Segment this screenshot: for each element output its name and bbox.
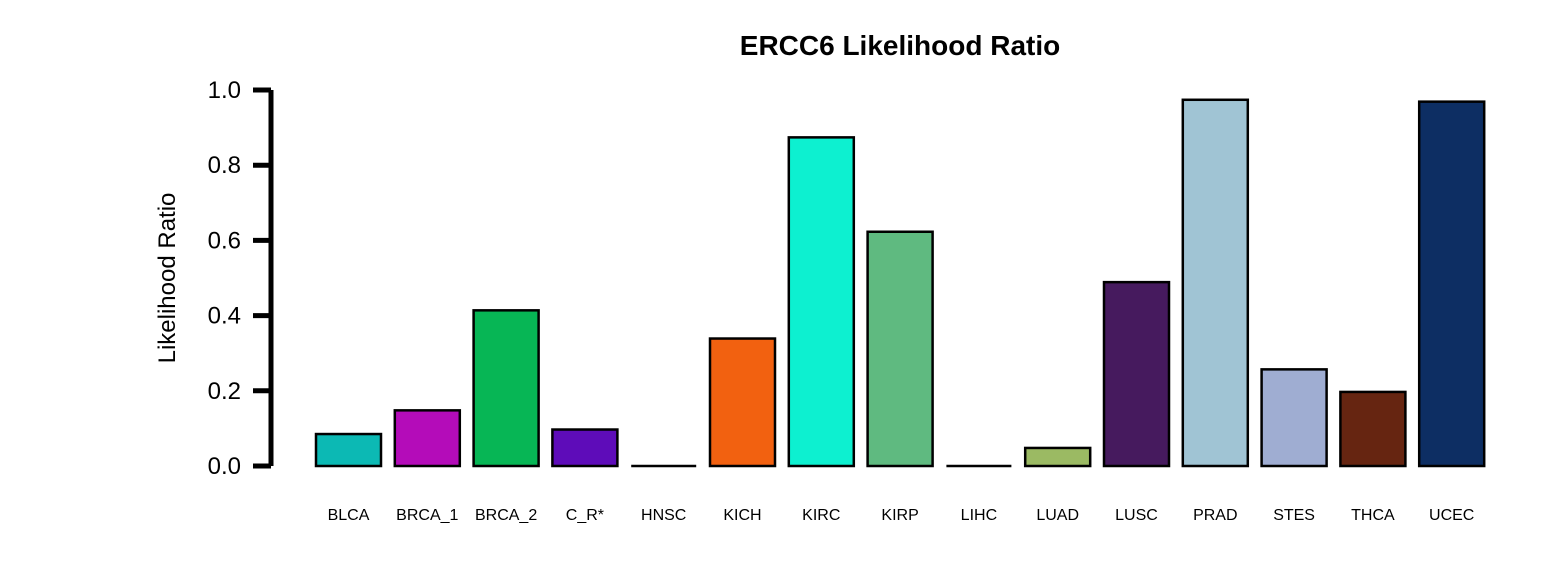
bar-kirp [866,230,934,468]
bar-ucec [1417,100,1486,468]
x-tick-label: UCEC [1429,507,1474,524]
x-tick-label: THCA [1351,507,1395,524]
x-tick-label: C_R* [566,507,604,524]
y-tick-label: 0.0 [208,453,241,480]
bars-group [314,98,1486,468]
x-tick-label: HNSC [641,507,686,524]
x-tick-labels: BLCA BRCA_1 BRCA_2 C_R* HNSC KICH KIRC KIRP LIHC… [328,507,1475,524]
x-tick-label: BLCA [328,507,370,524]
x-tick-label: LIHC [961,507,997,524]
bar-kirc [787,136,856,468]
y-tick-label: 0.6 [208,227,241,254]
y-tick-label: 0.8 [208,152,241,179]
bar-thca [1339,390,1407,468]
y-axis: 0.0 0.2 0.4 0.6 0.8 1.0 [208,77,274,480]
x-tick-label: PRAD [1193,507,1237,524]
y-tick-label: 0.4 [208,303,241,330]
bar-brca-1 [393,409,462,468]
bar-stes [1260,368,1328,468]
x-tick-label: LUAD [1036,507,1079,524]
y-axis-label: Likelihood Ratio [154,193,181,364]
x-tick-label: LUSC [1115,507,1158,524]
bar-blca [314,432,383,468]
bar-c-r [551,428,619,468]
x-tick-label: STES [1273,507,1315,524]
bar-kich [708,337,777,468]
x-tick-label: KICH [723,507,761,524]
bar-lusc [1102,280,1171,468]
x-tick-label: KIRP [881,507,918,524]
chart-title: ERCC6 Likelihood Ratio [740,30,1060,61]
y-tick-label: 1.0 [208,77,241,104]
bar-luad [1023,446,1092,468]
x-tick-label: BRCA_1 [396,507,458,524]
x-tick-label: KIRC [802,507,840,524]
y-tick-label: 0.2 [208,378,241,405]
x-tick-label: BRCA_2 [475,507,537,524]
bar-brca-2 [472,309,540,468]
bar-prad [1181,98,1250,468]
